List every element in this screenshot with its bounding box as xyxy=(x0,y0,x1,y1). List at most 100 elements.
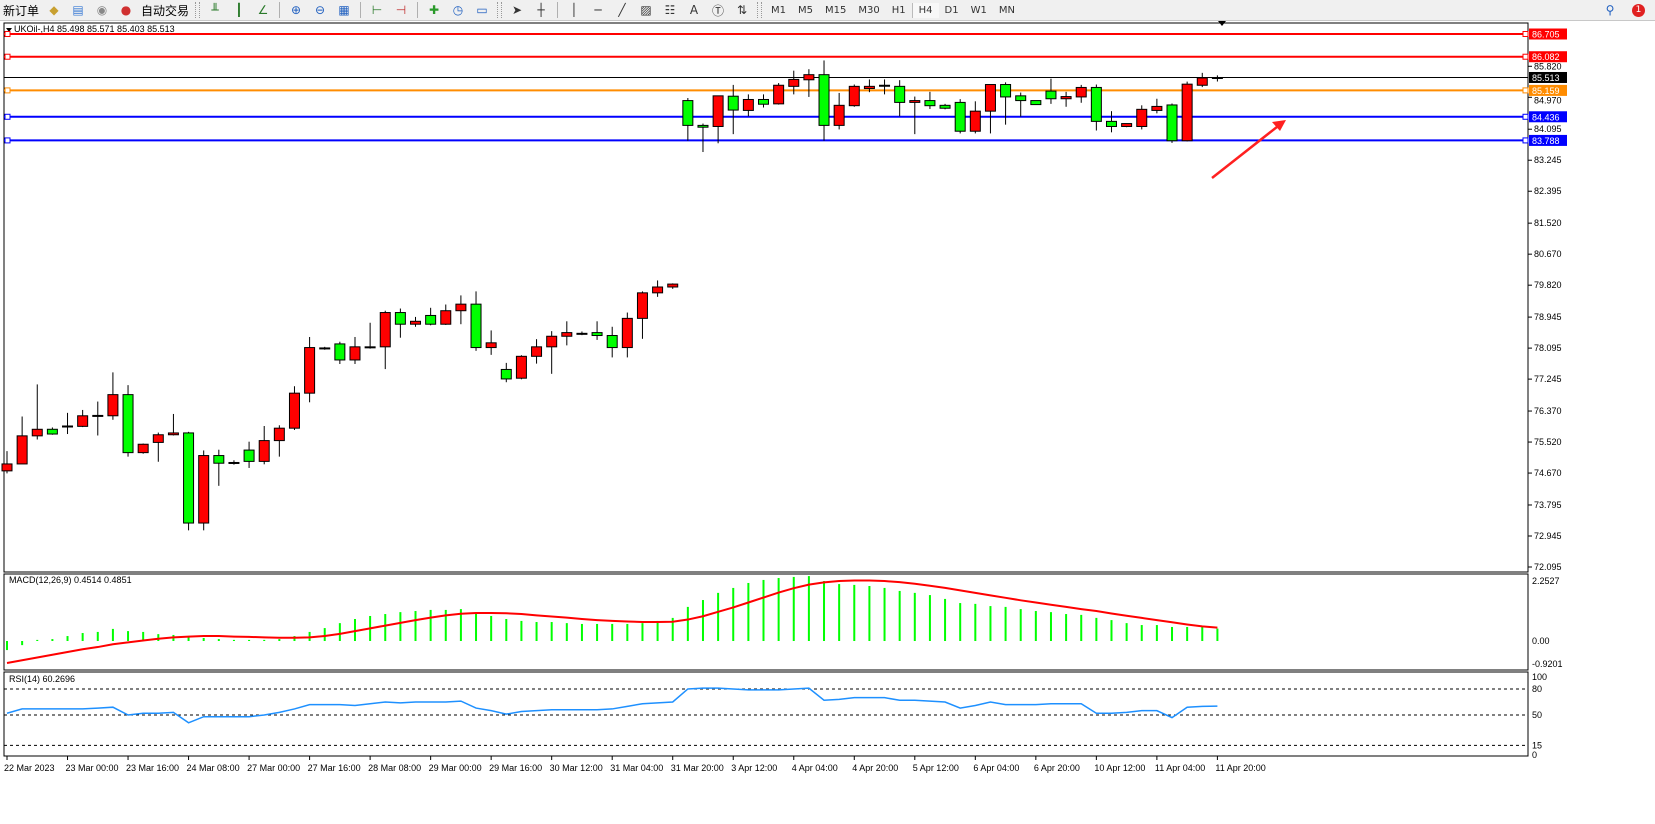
macd-histogram-bar xyxy=(944,598,947,641)
auto-trading-icon[interactable]: ● xyxy=(120,3,132,17)
trendline-icon[interactable]: ╱ xyxy=(618,3,626,17)
toolbar-grip[interactable] xyxy=(757,2,763,18)
rsi-pane[interactable] xyxy=(3,671,1529,757)
level-handle[interactable] xyxy=(4,113,11,120)
candle-body xyxy=(682,100,694,126)
timeframe-d1[interactable]: D1 xyxy=(944,4,959,16)
new-order-button[interactable]: 新订单 xyxy=(3,3,40,18)
zoom-out-icon[interactable]: ⊖ xyxy=(315,3,326,17)
candle-body xyxy=(152,434,164,443)
template-icon[interactable]: ▭ xyxy=(476,3,488,17)
clock-icon[interactable]: ◷ xyxy=(452,3,464,17)
timeframe-w1[interactable]: W1 xyxy=(970,4,987,16)
time-axis-label: 10 Apr 12:00 xyxy=(1094,763,1145,773)
horizontal-line-icon[interactable]: ─ xyxy=(594,3,602,17)
timeframe-m30[interactable]: M30 xyxy=(858,4,880,16)
level-handle[interactable] xyxy=(4,137,11,144)
candle-body xyxy=(1105,120,1117,127)
candle-body xyxy=(364,346,376,349)
chart-window[interactable]: UKOil-,H4 85.498 85.571 85.403 85.513 85.… xyxy=(0,20,1655,824)
level-handle[interactable] xyxy=(1522,137,1529,144)
level-handle[interactable] xyxy=(1522,87,1529,94)
rsi-line xyxy=(6,687,1218,724)
level-handle[interactable] xyxy=(1522,31,1529,37)
macd-scale-label: 2.2527 xyxy=(1532,576,1560,586)
macd-histogram-bar xyxy=(459,609,462,641)
level-handle[interactable] xyxy=(4,31,11,37)
macd-histogram-bar xyxy=(1140,625,1143,641)
chart-shift-icon[interactable]: ⊢ xyxy=(371,3,383,17)
timeframe-m15[interactable]: M15 xyxy=(825,4,847,16)
signal-icon[interactable]: ◉ xyxy=(96,3,108,17)
level-handle[interactable] xyxy=(1522,113,1529,120)
macd-histogram-bar xyxy=(384,614,387,641)
candle-body xyxy=(561,332,573,337)
text-label-icon[interactable]: Ⓣ xyxy=(712,3,725,18)
annotation-arrow[interactable] xyxy=(1211,122,1283,179)
level-price-badge xyxy=(1529,84,1567,96)
search-icon[interactable]: ⚲ xyxy=(1605,3,1615,17)
time-axis-label: 27 Mar 16:00 xyxy=(308,763,361,773)
bar-chart-icon[interactable]: ╨ xyxy=(211,3,219,17)
candle-body xyxy=(1211,76,1223,79)
vertical-line-icon[interactable]: │ xyxy=(570,3,578,17)
zoom-in-icon[interactable]: ⊕ xyxy=(291,3,302,17)
candle-body xyxy=(213,455,225,464)
chart-menu-triangle-icon[interactable] xyxy=(6,28,12,32)
arrows-icon[interactable]: ⇅ xyxy=(737,3,748,17)
level-handle[interactable] xyxy=(1522,53,1529,60)
time-axis-label: 31 Mar 04:00 xyxy=(610,763,663,773)
price-tick-label: 78.095 xyxy=(1534,343,1562,353)
fibonacci-icon[interactable]: ☷ xyxy=(664,3,676,17)
candle-body xyxy=(440,310,452,325)
macd-histogram-bar xyxy=(596,623,599,641)
macd-histogram-bar xyxy=(641,623,644,641)
macd-histogram-bar xyxy=(762,579,765,641)
macd-histogram-bar xyxy=(81,633,84,641)
toolbar-grip[interactable] xyxy=(497,2,503,18)
market-watch-icon[interactable]: ▤ xyxy=(72,3,84,17)
timeframe-h1[interactable]: H1 xyxy=(891,4,906,16)
time-axis-label: 5 Apr 12:00 xyxy=(913,763,959,773)
candle-body xyxy=(697,124,709,128)
candle-body xyxy=(122,394,134,454)
macd-scale-label: 0.00 xyxy=(1532,636,1550,646)
candle-body xyxy=(379,312,391,348)
notification-badge[interactable]: 1 xyxy=(1632,3,1645,17)
candlestick-icon[interactable]: ┃ xyxy=(235,3,243,17)
candle-body xyxy=(606,335,618,349)
macd-histogram-bar xyxy=(717,592,720,641)
time-axis-label: 4 Apr 04:00 xyxy=(792,763,838,773)
auto-trading-button[interactable]: 自动交易 xyxy=(141,3,190,18)
price-tick-label: 81.520 xyxy=(1534,218,1562,228)
candle-body xyxy=(1181,83,1193,142)
timeframe-h4[interactable]: H4 xyxy=(911,2,939,18)
candle-body xyxy=(137,443,149,454)
macd-histogram-bar xyxy=(475,612,478,641)
macd-pane[interactable] xyxy=(3,573,1529,671)
toolbar-grip[interactable] xyxy=(195,2,201,18)
main-chart-pane[interactable] xyxy=(3,22,1529,573)
tile-windows-icon[interactable]: ▦ xyxy=(338,3,350,17)
line-chart-icon[interactable]: ∠ xyxy=(257,3,269,17)
time-axis-label: 24 Mar 08:00 xyxy=(187,763,240,773)
fibonacci-channel-icon[interactable]: ▨ xyxy=(640,3,652,17)
candle-body xyxy=(349,346,361,361)
new-chart-icon[interactable]: ✚ xyxy=(429,3,440,17)
candle-body xyxy=(258,440,270,462)
cursor-icon[interactable]: ➤ xyxy=(512,3,523,17)
text-icon[interactable]: A xyxy=(689,3,699,17)
candle-body xyxy=(243,449,255,462)
macd-histogram-bar xyxy=(535,622,538,641)
book-icon[interactable]: ◆ xyxy=(49,3,59,17)
autoscroll-icon[interactable]: ⊣ xyxy=(395,3,407,17)
chart-shift-marker[interactable] xyxy=(1218,21,1226,26)
macd-histogram-bar xyxy=(1034,611,1037,641)
timeframe-mn[interactable]: MN xyxy=(998,4,1015,16)
macd-histogram-bar xyxy=(248,639,251,641)
timeframe-m5[interactable]: M5 xyxy=(798,4,814,16)
level-handle[interactable] xyxy=(4,87,11,94)
timeframe-m1[interactable]: M1 xyxy=(771,4,787,16)
crosshair-icon[interactable]: ┼ xyxy=(537,3,545,17)
level-handle[interactable] xyxy=(4,53,11,60)
